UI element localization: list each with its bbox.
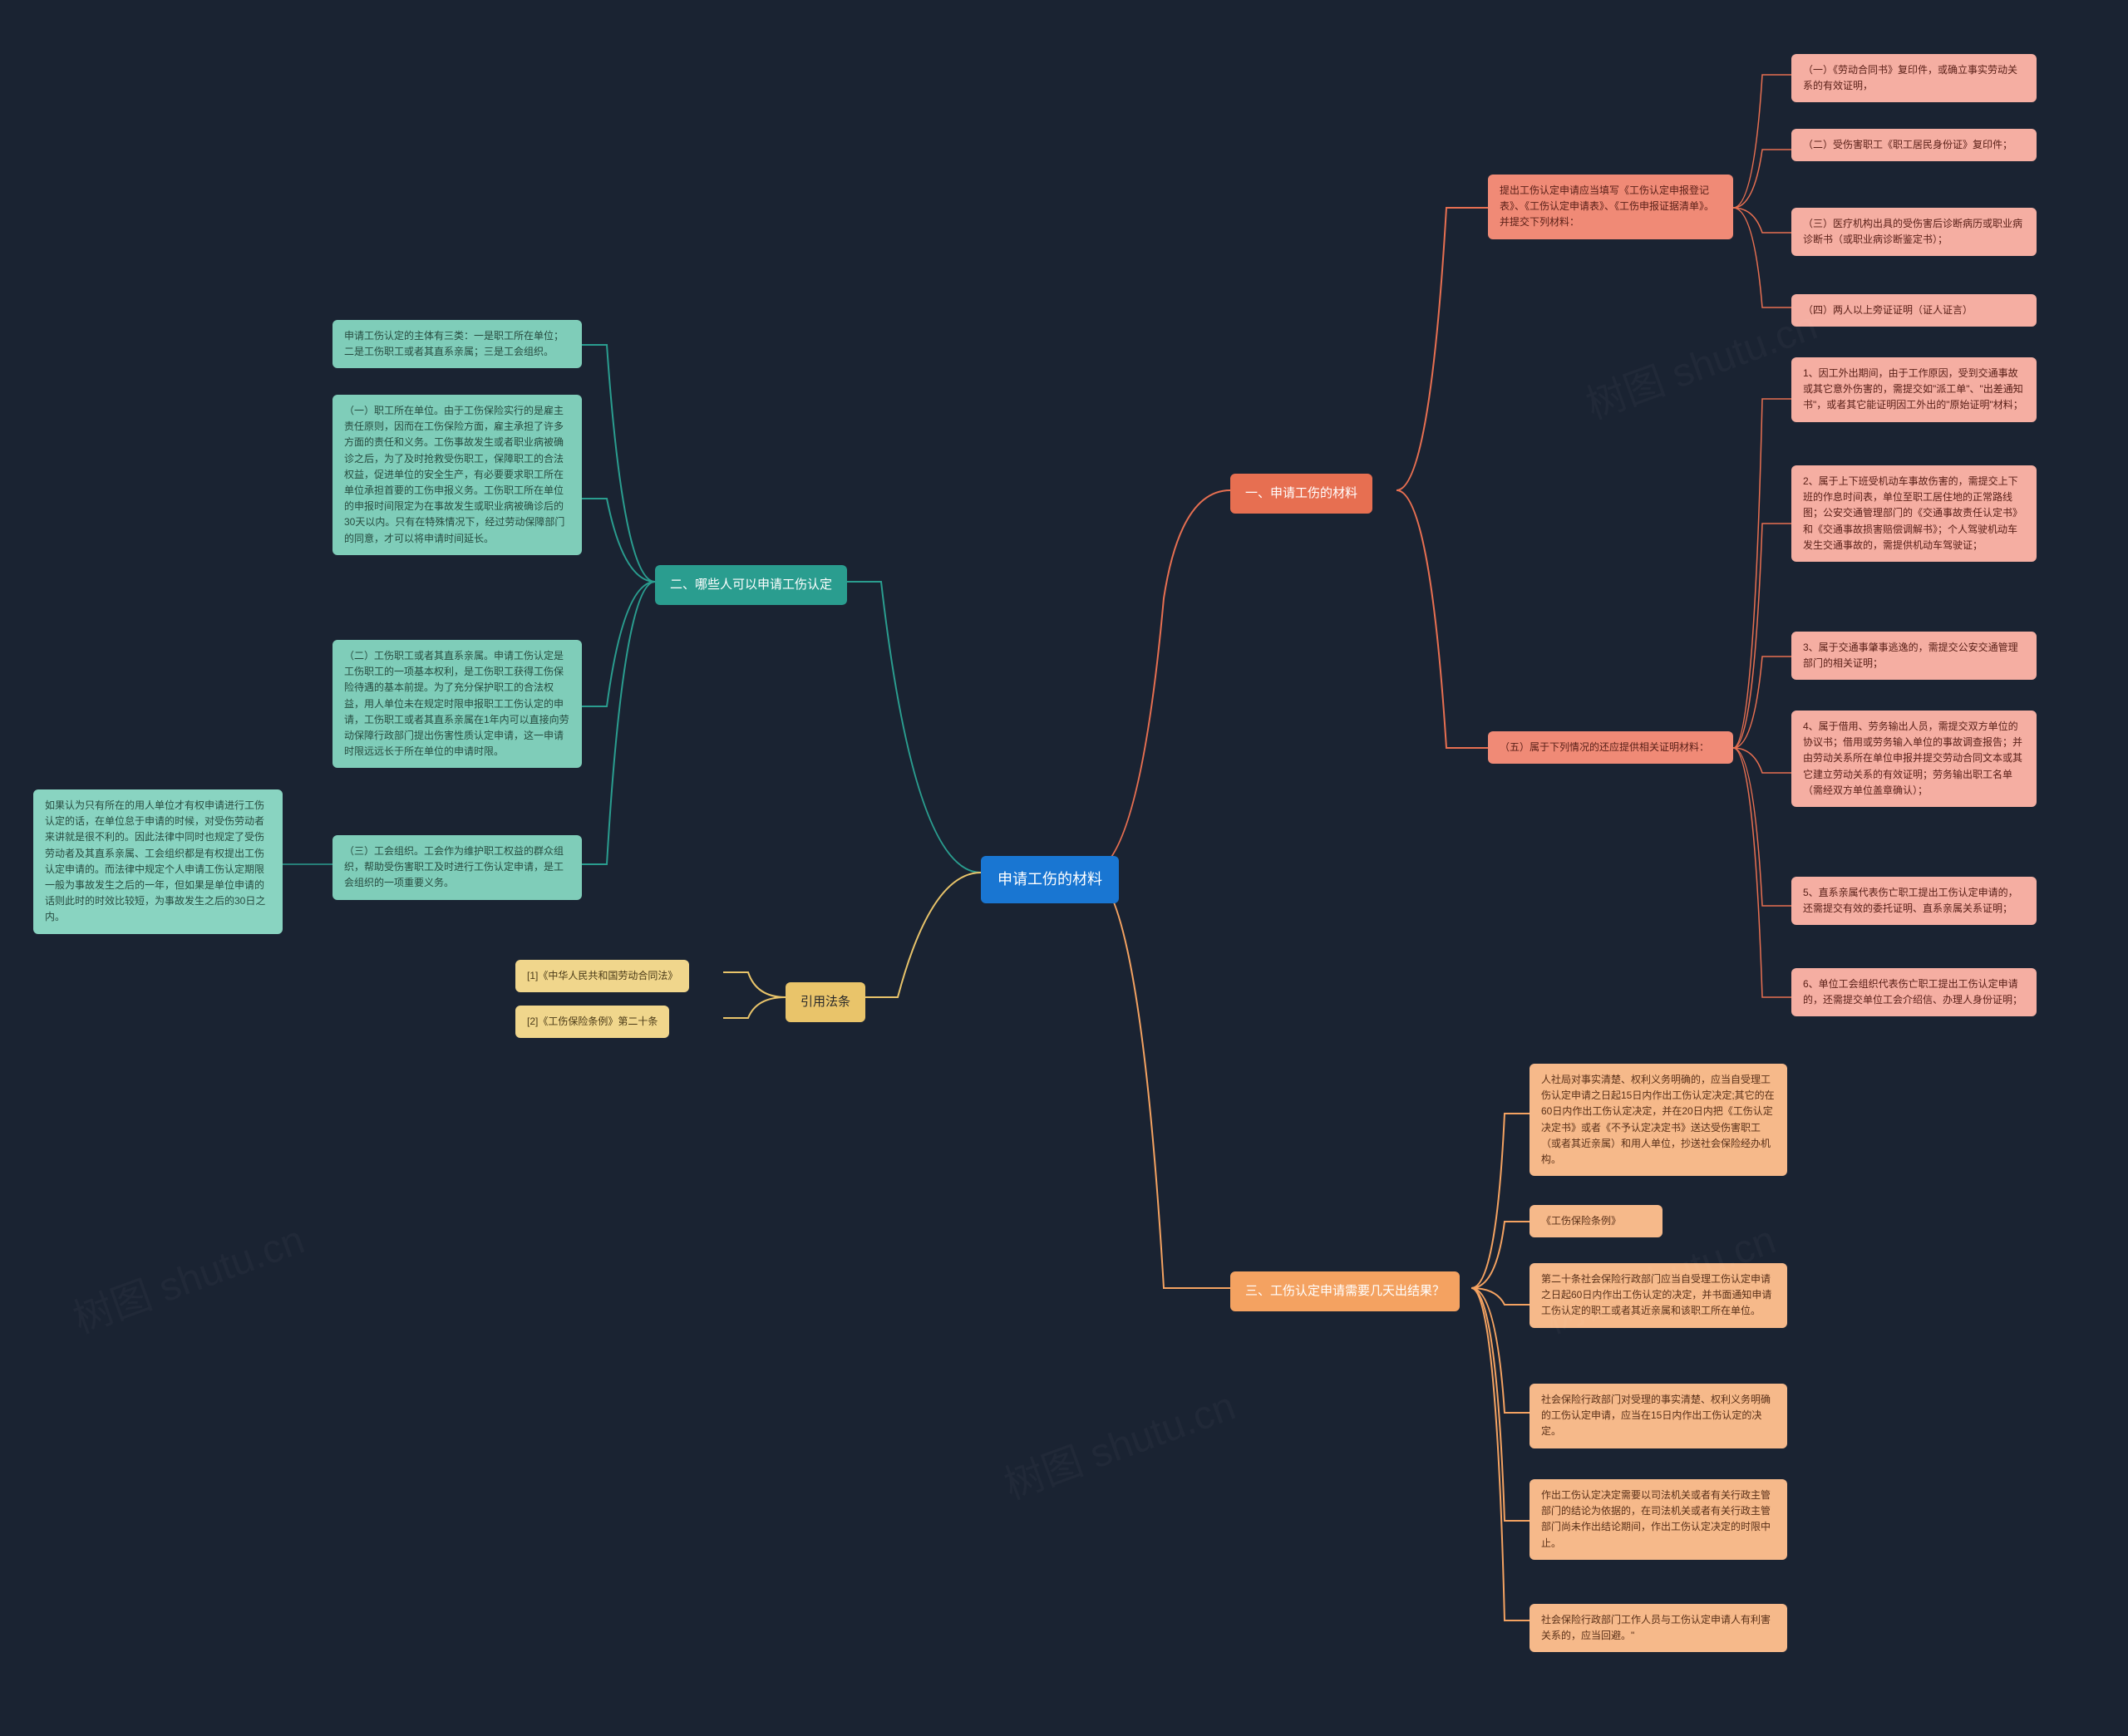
references-item2-text: [2]《工伤保险条例》第二十条 <box>527 1016 658 1027</box>
materials-g2-item2-text: 2、属于上下班受机动车事故伤害的，需提交上下班的作息时间表，单位至职工居住地的正… <box>1803 475 2022 551</box>
branch-references[interactable]: 引用法条 <box>786 982 865 1022</box>
branch-materials[interactable]: 一、申请工伤的材料 <box>1230 474 1372 514</box>
materials-g2-item3-text: 3、属于交通事肇事逃逸的，需提交公安交通管理部门的相关证明； <box>1803 642 2018 669</box>
timeline-item2[interactable]: 《工伤保险条例》 <box>1530 1205 1662 1237</box>
applicants-extra[interactable]: 如果认为只有所在的用人单位才有权申请进行工伤认定的话，在单位怠于申请的时候，对受… <box>33 789 283 934</box>
materials-g2-item1-text: 1、因工外出期间，由于工作原因，受到交通事故或其它意外伤害的，需提交如"派工单"… <box>1803 367 2023 411</box>
applicants-item2[interactable]: （二）工伤职工或者其直系亲属。申请工伤认定是工伤职工的一项基本权利，是工伤职工获… <box>332 640 582 768</box>
materials-group2-label: （五）属于下列情况的还应提供相关证明材料： <box>1500 741 1709 753</box>
materials-g1-item4[interactable]: （四）两人以上旁证证明（证人证言） <box>1791 294 2037 327</box>
branch-materials-label: 一、申请工伤的材料 <box>1245 486 1357 500</box>
timeline-item2-text: 《工伤保险条例》 <box>1541 1215 1621 1227</box>
applicants-item3-text: （三）工会组织。工会作为维护职工权益的群众组织，帮助受伤害职工及时进行工伤认定申… <box>344 845 564 888</box>
branch-applicants[interactable]: 二、哪些人可以申请工伤认定 <box>655 565 847 605</box>
applicants-intro-text: 申请工伤认定的主体有三类：一是职工所在单位；二是工伤职工或者其直系亲属；三是工会… <box>344 330 564 357</box>
applicants-item1-text: （一）职工所在单位。由于工伤保险实行的是雇主责任原则，因而在工伤保险方面，雇主承… <box>344 405 564 544</box>
root-label: 申请工伤的材料 <box>998 871 1102 888</box>
materials-g1-item2[interactable]: （二）受伤害职工《职工居民身份证》复印件； <box>1791 129 2037 161</box>
materials-g1-item2-text: （二）受伤害职工《职工居民身份证》复印件； <box>1803 139 2012 150</box>
references-item1-text: [1]《中华人民共和国劳动合同法》 <box>527 970 677 981</box>
applicants-item1[interactable]: （一）职工所在单位。由于工伤保险实行的是雇主责任原则，因而在工伤保险方面，雇主承… <box>332 395 582 555</box>
materials-g2-item6-text: 6、单位工会组织代表伤亡职工提出工伤认定申请的，还需提交单位工会介绍信、办理人身… <box>1803 978 2022 1006</box>
timeline-item1-text: 人社局对事实清楚、权利义务明确的，应当自受理工伤认定申请之日起15日内作出工伤认… <box>1541 1074 1775 1165</box>
references-item2[interactable]: [2]《工伤保险条例》第二十条 <box>515 1006 669 1038</box>
applicants-item2-text: （二）工伤职工或者其直系亲属。申请工伤认定是工伤职工的一项基本权利，是工伤职工获… <box>344 650 569 757</box>
branch-references-label: 引用法条 <box>800 995 850 1009</box>
applicants-intro[interactable]: 申请工伤认定的主体有三类：一是职工所在单位；二是工伤职工或者其直系亲属；三是工会… <box>332 320 582 368</box>
materials-group2[interactable]: （五）属于下列情况的还应提供相关证明材料： <box>1488 731 1733 764</box>
materials-g2-item5-text: 5、直系亲属代表伤亡职工提出工伤认定申请的，还需提交有效的委托证明、直系亲属关系… <box>1803 887 2018 914</box>
branch-timeline-label: 三、工伤认定申请需要几天出结果？ <box>1245 1284 1445 1298</box>
watermark: 树图 shutu.cn <box>64 1207 311 1344</box>
timeline-item6[interactable]: 社会保险行政部门工作人员与工伤认定申请人有利害关系的，应当回避。" <box>1530 1604 1787 1652</box>
materials-g2-item4[interactable]: 4、属于借用、劳务输出人员，需提交双方单位的协议书；借用或劳务输入单位的事故调查… <box>1791 711 2037 807</box>
materials-g2-item6[interactable]: 6、单位工会组织代表伤亡职工提出工伤认定申请的，还需提交单位工会介绍信、办理人身… <box>1791 968 2037 1016</box>
materials-g1-item3[interactable]: （三）医疗机构出具的受伤害后诊断病历或职业病诊断书（或职业病诊断鉴定书）； <box>1791 208 2037 256</box>
materials-g2-item1[interactable]: 1、因工外出期间，由于工作原因，受到交通事故或其它意外伤害的，需提交如"派工单"… <box>1791 357 2037 422</box>
materials-g1-item1[interactable]: （一）《劳动合同书》复印件，或确立事实劳动关系的有效证明， <box>1791 54 2037 102</box>
materials-g1-item4-text: （四）两人以上旁证证明（证人证言） <box>1803 304 1973 316</box>
timeline-item6-text: 社会保险行政部门工作人员与工伤认定申请人有利害关系的，应当回避。" <box>1541 1614 1771 1641</box>
timeline-item3[interactable]: 第二十条社会保险行政部门应当自受理工伤认定申请之日起60日内作出工伤认定的决定，… <box>1530 1263 1787 1328</box>
applicants-extra-text: 如果认为只有所在的用人单位才有权申请进行工伤认定的话，在单位怠于申请的时候，对受… <box>45 799 265 922</box>
materials-g2-item4-text: 4、属于借用、劳务输出人员，需提交双方单位的协议书；借用或劳务输入单位的事故调查… <box>1803 720 2022 796</box>
materials-g2-item2[interactable]: 2、属于上下班受机动车事故伤害的，需提交上下班的作息时间表，单位至职工居住地的正… <box>1791 465 2037 562</box>
timeline-item4[interactable]: 社会保险行政部门对受理的事实清楚、权利义务明确的工伤认定申请，应当在15日内作出… <box>1530 1384 1787 1448</box>
branch-applicants-label: 二、哪些人可以申请工伤认定 <box>670 578 832 592</box>
watermark: 树图 shutu.cn <box>995 1373 1242 1510</box>
watermark: 树图 shutu.cn <box>1577 293 1824 430</box>
materials-g2-item5[interactable]: 5、直系亲属代表伤亡职工提出工伤认定申请的，还需提交有效的委托证明、直系亲属关系… <box>1791 877 2037 925</box>
timeline-item5-text: 作出工伤认定决定需要以司法机关或者有关行政主管部门的结论为依据的，在司法机关或者… <box>1541 1489 1771 1549</box>
timeline-item4-text: 社会保险行政部门对受理的事实清楚、权利义务明确的工伤认定申请，应当在15日内作出… <box>1541 1394 1771 1437</box>
root-node[interactable]: 申请工伤的材料 <box>981 856 1119 903</box>
applicants-item3[interactable]: （三）工会组织。工会作为维护职工权益的群众组织，帮助受伤害职工及时进行工伤认定申… <box>332 835 582 900</box>
materials-group1-label: 提出工伤认定申请应当填写《工伤认定申报登记表》、《工伤认定申请表》、《工伤申报证… <box>1500 184 1714 228</box>
timeline-item3-text: 第二十条社会保险行政部门应当自受理工伤认定申请之日起60日内作出工伤认定的决定，… <box>1541 1273 1771 1316</box>
timeline-item5[interactable]: 作出工伤认定决定需要以司法机关或者有关行政主管部门的结论为依据的，在司法机关或者… <box>1530 1479 1787 1560</box>
materials-g1-item1-text: （一）《劳动合同书》复印件，或确立事实劳动关系的有效证明， <box>1803 64 2017 91</box>
timeline-item1[interactable]: 人社局对事实清楚、权利义务明确的，应当自受理工伤认定申请之日起15日内作出工伤认… <box>1530 1064 1787 1176</box>
materials-g1-item3-text: （三）医疗机构出具的受伤害后诊断病历或职业病诊断书（或职业病诊断鉴定书）； <box>1803 218 2022 245</box>
materials-group1[interactable]: 提出工伤认定申请应当填写《工伤认定申报登记表》、《工伤认定申请表》、《工伤申报证… <box>1488 175 1733 239</box>
materials-g2-item3[interactable]: 3、属于交通事肇事逃逸的，需提交公安交通管理部门的相关证明； <box>1791 632 2037 680</box>
branch-timeline[interactable]: 三、工伤认定申请需要几天出结果？ <box>1230 1271 1460 1311</box>
references-item1[interactable]: [1]《中华人民共和国劳动合同法》 <box>515 960 689 992</box>
